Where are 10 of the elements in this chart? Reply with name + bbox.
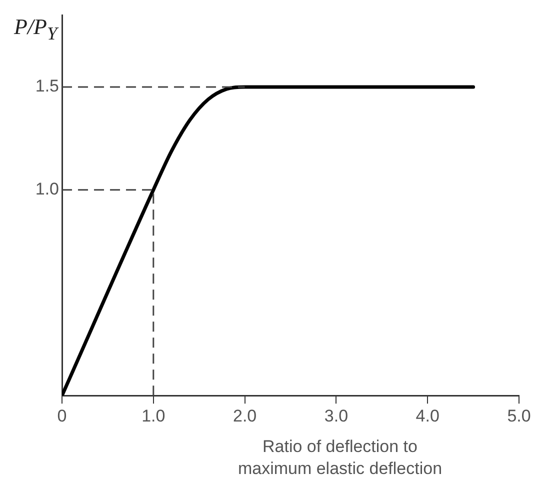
x-axis-title: Ratio of deflection to maximum elastic deflection: [236, 436, 444, 480]
line-series: [62, 85, 476, 396]
x-tick-label: 3.0: [324, 406, 348, 426]
x-tick-label: 5.0: [507, 406, 531, 426]
x-tick-label: 0: [57, 406, 67, 426]
x-tick-label: 1.0: [142, 406, 166, 426]
x-tick-label: 2.0: [232, 406, 257, 426]
y-axis-title: P/P$_{Y}$: [14, 14, 58, 44]
y-tick-label: 1.5: [35, 76, 59, 96]
x-tick-label: 4.0: [416, 406, 440, 426]
